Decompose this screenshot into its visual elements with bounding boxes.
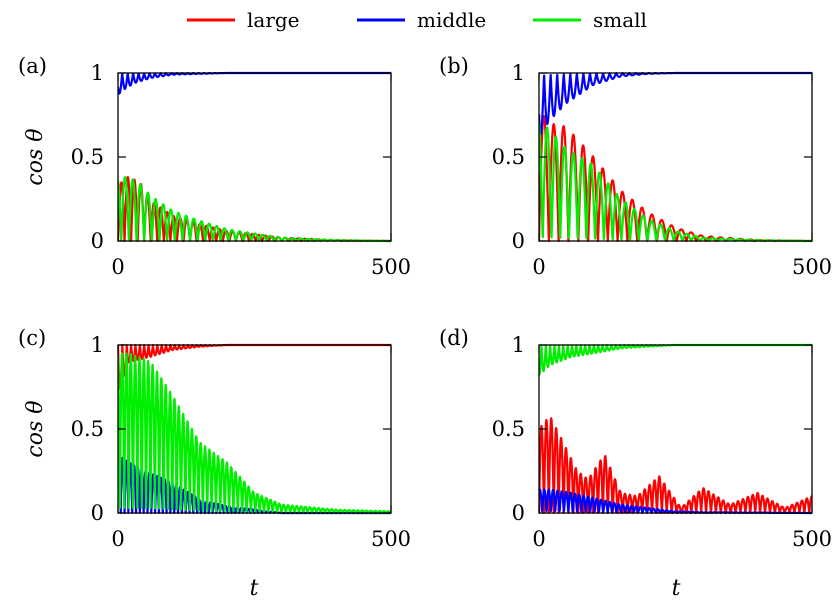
series-middle-a xyxy=(118,71,391,95)
panel-label: (c) xyxy=(18,326,46,350)
panel-label: (a) xyxy=(18,54,47,78)
x-axis-label: t xyxy=(250,576,259,601)
x-tick-label: 0 xyxy=(111,255,124,279)
y-tick-label: 0.5 xyxy=(71,145,104,169)
panel-a: 0 0.5 1 0 500 (a) xyxy=(18,54,411,279)
series-small-b xyxy=(539,123,812,243)
series-large-c xyxy=(118,343,391,390)
y-tick-label: 1 xyxy=(91,333,104,357)
series-large-d xyxy=(539,417,812,515)
x-tick-label: 0 xyxy=(532,255,545,279)
x-tick-label: 0 xyxy=(111,527,124,551)
y-tick-label: 1 xyxy=(512,333,525,357)
panels: 0 0.5 1 0 500 (a) 0 0.5 1 0 500 (b) 0 0.5 1 0 500 (c) 0 0.5… xyxy=(18,54,832,551)
y-tick-label: 0.5 xyxy=(492,145,525,169)
panel-d: 0 0.5 1 0 500 (d) xyxy=(439,326,832,551)
panel-b: 0 0.5 1 0 500 (b) xyxy=(439,54,832,279)
y-tick-label: 0 xyxy=(91,501,104,525)
panel-c: 0 0.5 1 0 500 (c) xyxy=(18,326,411,551)
legend-label-small: small xyxy=(593,8,647,32)
y-tick-label: 0 xyxy=(512,501,525,525)
y-tick-label: 0.5 xyxy=(71,417,104,441)
x-tick-label: 500 xyxy=(371,527,411,551)
y-tick-label: 0 xyxy=(91,229,104,253)
y-tick-label: 1 xyxy=(91,61,104,85)
y-axis-label: cos θ xyxy=(23,400,48,457)
axis-labels: t t cos θ cos θ xyxy=(23,128,681,601)
x-tick-label: 500 xyxy=(792,255,832,279)
panel-label: (b) xyxy=(439,54,469,78)
legend-label-large: large xyxy=(247,8,300,32)
y-axis-label: cos θ xyxy=(23,128,48,185)
x-tick-label: 500 xyxy=(371,255,411,279)
x-tick-label: 0 xyxy=(532,527,545,551)
y-tick-label: 0 xyxy=(512,229,525,253)
y-tick-label: 0.5 xyxy=(492,417,525,441)
x-axis-label: t xyxy=(672,576,681,601)
series-middle-b xyxy=(539,71,812,136)
y-tick-label: 1 xyxy=(512,61,525,85)
legend-label-middle: middle xyxy=(417,8,486,32)
series-small-c xyxy=(118,352,391,515)
legend: large middle small xyxy=(187,8,647,32)
series-small-d xyxy=(539,343,812,377)
panel-label: (d) xyxy=(439,326,469,350)
x-tick-label: 500 xyxy=(792,527,832,551)
